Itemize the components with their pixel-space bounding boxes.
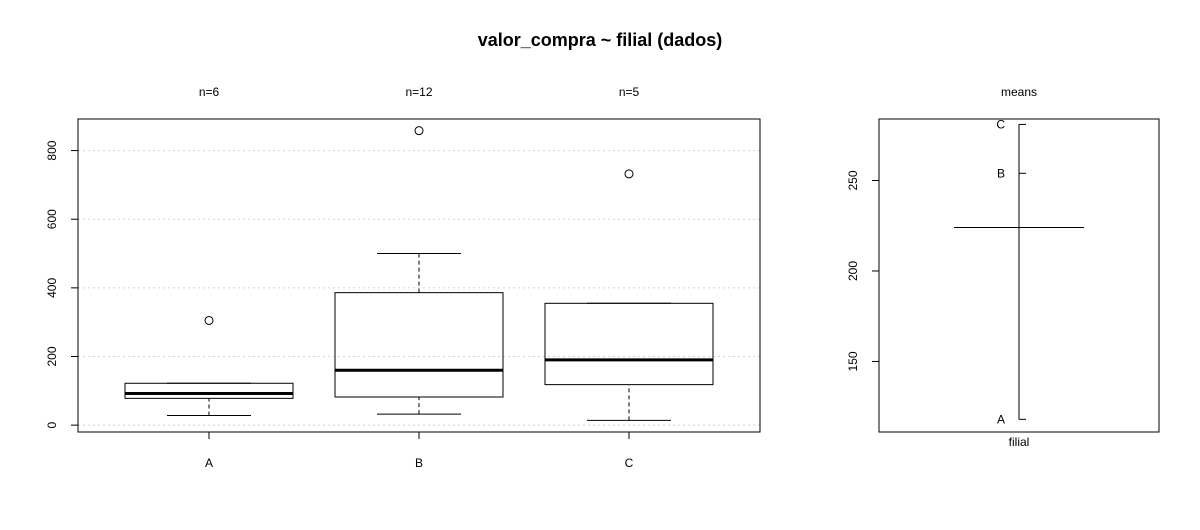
x-tick-label: A xyxy=(205,456,213,470)
boxplot-panel: 0 200 400 600 800 A B C n=6 n=12 n=5 xyxy=(45,85,761,470)
mean-label: B xyxy=(997,166,1005,180)
means-x-label: filial xyxy=(1009,435,1030,449)
x-tick-label: C xyxy=(625,456,634,470)
count-label: n=5 xyxy=(619,85,640,99)
count-label: n=12 xyxy=(405,85,432,99)
chart-title: valor_compra ~ filial (dados) xyxy=(478,30,723,50)
y-tick-label: 800 xyxy=(45,140,59,160)
outlier-point xyxy=(624,169,634,179)
outlier-point xyxy=(204,315,214,325)
y-tick-label: 0 xyxy=(45,421,59,428)
means-marks: A B C xyxy=(954,117,1084,426)
box-B xyxy=(334,292,504,398)
boxplot-x-axis: A B C xyxy=(205,432,634,470)
mean-label: C xyxy=(996,117,1005,131)
means-label: means xyxy=(1001,85,1037,99)
box-C xyxy=(544,302,714,386)
boxplot-grid xyxy=(78,150,760,426)
x-tick-label: B xyxy=(415,456,423,470)
boxplot-y-axis: 0 200 400 600 800 xyxy=(45,140,78,428)
y-tick-label: 600 xyxy=(45,209,59,229)
boxplot-boxes xyxy=(124,126,714,421)
box-A xyxy=(124,382,294,399)
y-tick-label: 400 xyxy=(45,278,59,298)
means-y-axis: 150 200 250 xyxy=(846,170,879,371)
y-tick-label: 200 xyxy=(45,346,59,366)
y-tick-label: 200 xyxy=(846,261,860,281)
boxplot-count-labels: n=6 n=12 n=5 xyxy=(199,85,640,99)
outlier-point xyxy=(414,126,424,136)
count-label: n=6 xyxy=(199,85,220,99)
means-frame xyxy=(878,118,1160,433)
means-panel: means 150 200 250 A B C filial xyxy=(846,85,1160,449)
y-tick-label: 150 xyxy=(846,351,860,371)
y-tick-label: 250 xyxy=(846,170,860,190)
mean-label: A xyxy=(997,412,1005,426)
